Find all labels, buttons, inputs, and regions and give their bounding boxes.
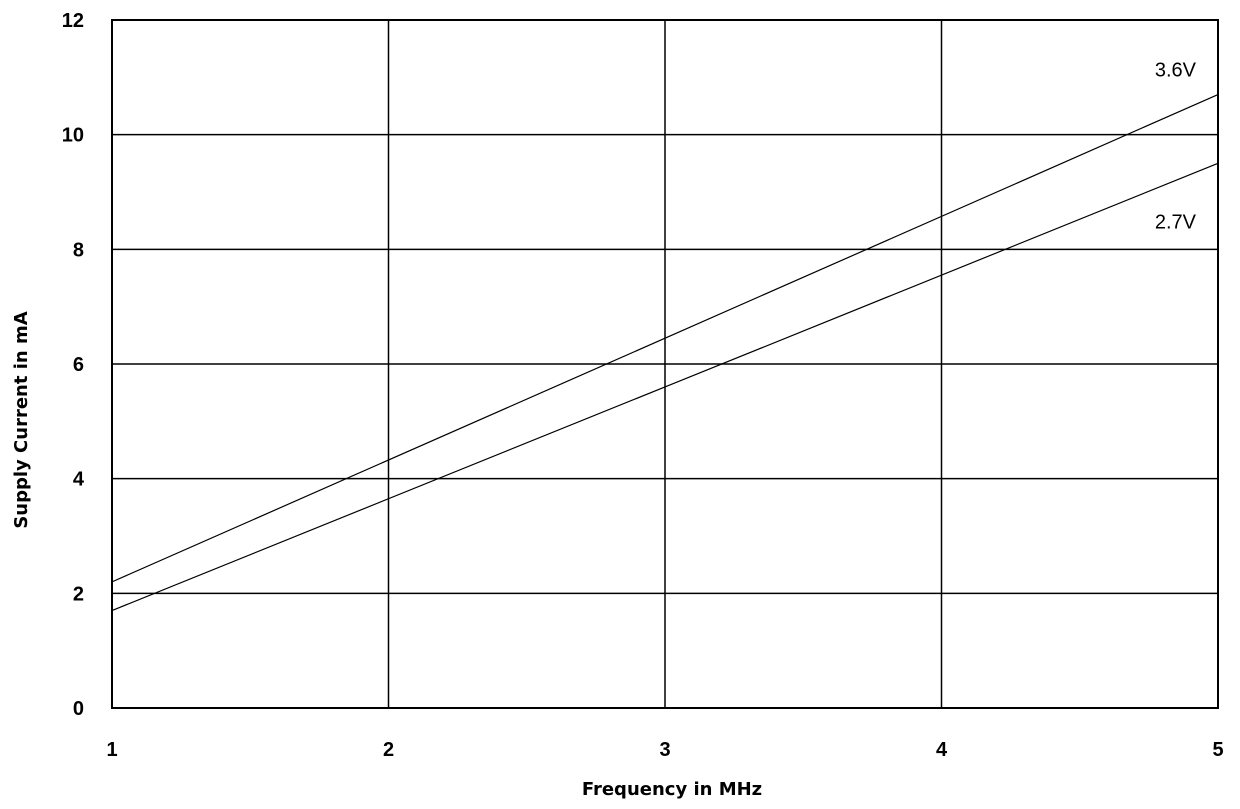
plot-frame: [111, 19, 1219, 709]
series-labels: 3.6V 2.7V: [1155, 60, 1197, 234]
y-axis-title: Supply Current in mA: [11, 311, 32, 528]
y-tick-label: 10: [62, 125, 84, 147]
x-axis-ticks: 1 2 3 4 5: [106, 739, 1223, 761]
y-tick-label: 4: [73, 469, 85, 491]
x-tick-label: 5: [1212, 739, 1223, 761]
x-tick-label: 1: [106, 739, 117, 761]
y-axis-ticks: 0 2 4 6 8 10 12: [62, 10, 85, 720]
series-label: 2.7V: [1155, 211, 1197, 233]
y-tick-label: 12: [62, 10, 84, 32]
y-tick-label: 8: [73, 239, 84, 261]
series-line: [111, 162, 1219, 612]
series-line: [111, 93, 1219, 583]
x-tick-label: 3: [659, 739, 670, 761]
grid: [111, 19, 1219, 709]
y-tick-label: 6: [73, 354, 84, 376]
series-label: 3.6V: [1155, 60, 1197, 82]
y-tick-label: 2: [73, 583, 84, 605]
y-tick-label: 0: [73, 698, 84, 720]
x-axis-title: Frequency in MHz: [582, 779, 762, 800]
x-tick-label: 4: [936, 739, 948, 761]
x-tick-label: 2: [383, 739, 394, 761]
series-lines: [111, 93, 1219, 612]
